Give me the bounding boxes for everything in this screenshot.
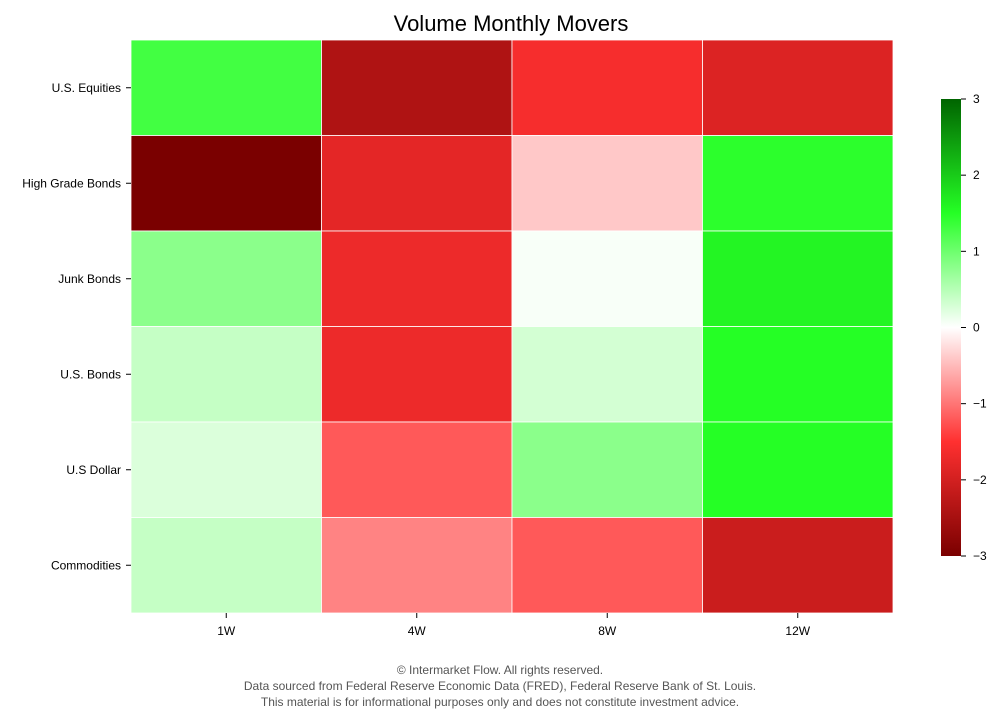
heatmap-cell (511, 517, 703, 614)
x-tick-label: 8W (598, 624, 617, 638)
heatmap-cell (321, 326, 513, 423)
copyright-text: © Intermarket Flow. All rights reserved. (396, 663, 604, 677)
x-tick-label: 12W (785, 624, 810, 638)
colorbar-tick-label: 0 (973, 321, 980, 335)
y-tick-label: Commodities (51, 558, 121, 572)
heatmap-cell (130, 326, 322, 423)
footer: © Intermarket Flow. All rights reserved.… (0, 662, 1000, 710)
heatmap-cell (702, 135, 894, 232)
x-tick-label: 1W (217, 624, 236, 638)
colorbar-gradient (941, 99, 961, 556)
heatmap-cells (130, 39, 894, 614)
y-tick-label: U.S. Bonds (60, 367, 121, 381)
heatmap-cell (321, 421, 513, 518)
heatmap-cell (130, 421, 322, 518)
x-axis: 1W 4W 8W 12W (217, 613, 811, 638)
heatmap-cell (511, 135, 703, 232)
y-tick-label: Junk Bonds (58, 272, 121, 286)
y-axis: U.S. Equities High Grade Bonds Junk Bonds U… (22, 81, 131, 572)
heatmap-cell (702, 517, 894, 614)
chart-title: Volume Monthly Movers (394, 11, 629, 36)
x-tick-label: 4W (408, 624, 427, 638)
y-tick-label: U.S. Equities (52, 81, 121, 95)
y-tick-label: High Grade Bonds (22, 176, 121, 190)
heatmap-cell (702, 326, 894, 423)
heatmap-cell (511, 326, 703, 423)
colorbar-tick-label: 3 (973, 92, 980, 106)
heatmap-cell (702, 230, 894, 327)
heatmap-cell (511, 421, 703, 518)
heatmap-cell (130, 39, 322, 136)
heatmap-cell (511, 230, 703, 327)
heatmap-cell (321, 135, 513, 232)
disclaimer-text: This material is for informational purpo… (260, 695, 740, 709)
heatmap-cell (702, 39, 894, 136)
colorbar-tick-label: −2 (973, 473, 987, 487)
colorbar-tick-label: 1 (973, 244, 980, 258)
heatmap-cell (130, 135, 322, 232)
heatmap-cell (321, 230, 513, 327)
colorbar-tick-label: −1 (973, 397, 987, 411)
heatmap-cell (130, 230, 322, 327)
heatmap-cell (511, 39, 703, 136)
heatmap-cell (130, 517, 322, 614)
colorbar-tick-label: −3 (973, 549, 987, 563)
heatmap-cell (702, 421, 894, 518)
heatmap-cell (321, 517, 513, 614)
colorbar: −3 −2 −1 0 1 2 3 (941, 92, 987, 563)
data-source-text: Data sourced from Federal Reserve Econom… (243, 679, 757, 693)
colorbar-tick-label: 2 (973, 168, 980, 182)
heatmap-cell (321, 39, 513, 136)
y-tick-label: U.S Dollar (66, 463, 121, 477)
